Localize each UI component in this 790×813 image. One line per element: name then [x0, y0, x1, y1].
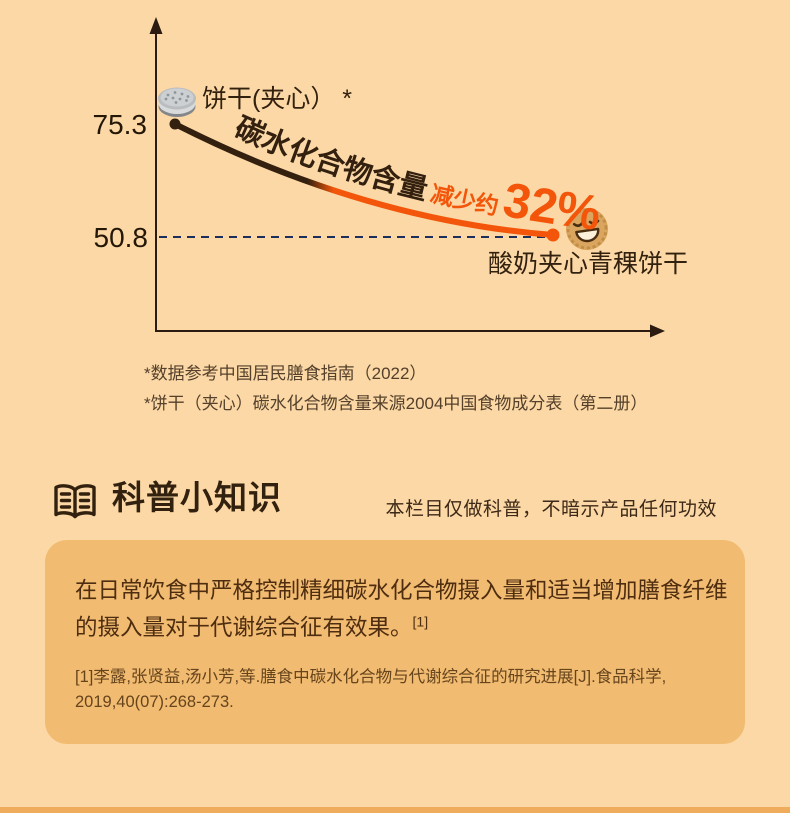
open-book-icon [54, 484, 96, 519]
y-axis-arrow-icon [149, 17, 163, 34]
y-tick-75-label: 75.3 [93, 109, 148, 140]
infobox-paragraph: 在日常饮食中严格控制精细碳水化合物摄入量和适当增加膳食纤维的摄入量对于代谢综合征… [75, 572, 740, 646]
bottom-section-divider [0, 807, 790, 813]
curve-annotation-part2: 减少约 [428, 180, 501, 219]
infobox-text: 在日常饮食中严格控制精细碳水化合物摄入量和适当增加膳食纤维的摄入量对于代谢综合征… [75, 578, 728, 640]
y-tick-50-label: 50.8 [94, 222, 149, 253]
sandwich-cookie-icon [158, 87, 196, 117]
smiley-cookie-icon [566, 208, 608, 250]
infobox-reference: [1]李露,张贤益,汤小芳,等.膳食中碳水化合物与代谢综合征的研究进展[J].食… [75, 665, 715, 715]
reference-line-2: 2019,40(07):268-273. [75, 693, 234, 711]
reference-line-1: [1]李露,张贤益,汤小芳,等.膳食中碳水化合物与代谢综合征的研究进展[J].食… [75, 668, 667, 686]
citation-marker: [1] [412, 613, 429, 630]
chart-footnotes: *数据参考中国居民膳食指南（2022） *饼干（夹心）碳水化合物含量来源2004… [144, 365, 647, 413]
section-disclaimer: 本栏目仅做科普，不暗示产品任何功效 [385, 499, 717, 520]
carb-comparison-chart: 75.3 50.8 饼干(夹心） * 酸奶夹心青稞饼干 碳水化合物含量 减少约 [93, 17, 688, 338]
carb-trend-curve [172, 121, 556, 238]
section-title: 科普小知识 [112, 479, 282, 516]
point-top-label: 饼干(夹心） * [202, 85, 352, 113]
chart-axes [149, 17, 665, 338]
footnote-biscuit-source: *饼干（夹心）碳水化合物含量来源2004中国食物成分表（第二册） [144, 394, 648, 413]
footnote-data-source: *数据参考中国居民膳食指南（2022） [144, 364, 427, 383]
science-infobox: 在日常饮食中严格控制精细碳水化合物摄入量和适当增加膳食纤维的摄入量对于代谢综合征… [45, 540, 745, 744]
data-point-biscuit [169, 118, 181, 130]
point-bottom-label: 酸奶夹心青稞饼干 [488, 250, 688, 278]
section-header: 科普小知识 本栏目仅做科普，不暗示产品任何功效 [0, 478, 790, 526]
data-point-barley-biscuit [546, 228, 560, 242]
x-axis-arrow-icon [650, 324, 665, 338]
